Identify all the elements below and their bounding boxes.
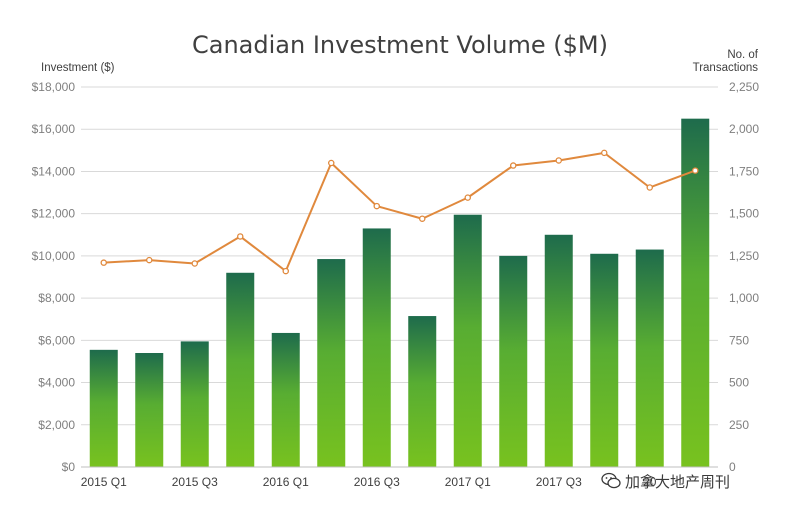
left-tick-label: $4,000 [38,376,75,390]
wechat-icon [601,472,621,489]
watermark-text: 加拿大地产周刊 [625,472,731,491]
bar [408,316,437,467]
line-series [100,149,699,275]
line-point [555,157,563,164]
line-point [100,259,108,266]
line-point [145,256,153,264]
line-point [646,184,654,191]
right-axis-title-line-1: No. of [727,49,758,61]
chart-title: Canadian Investment Volume ($M) [192,31,608,59]
line-point [692,167,699,174]
left-axis-ticks: $0 $2,000 $4,000 $6,000 $8,000 $10,000 $12,000… [32,80,76,474]
right-tick-label: 1,750 [729,164,759,178]
bar [180,341,209,467]
x-tick-label: 2017 Q3 [536,475,582,489]
line-point [191,260,198,267]
left-axis-title: Investment ($) [41,62,115,74]
x-tick-label: 2016 Q3 [354,475,400,489]
left-tick-label: $14,000 [32,164,76,178]
bar [89,349,118,467]
bar [590,253,619,467]
transactions-line [103,151,696,273]
left-tick-label: $0 [62,460,76,474]
x-tick-label: 2015 Q1 [81,475,127,489]
bar [453,214,482,467]
x-tick-label: 2016 Q1 [263,475,309,489]
line-point [418,215,426,222]
left-tick-label: $12,000 [32,207,76,221]
line-point [464,194,471,201]
line-point [601,149,608,157]
right-tick-label: 1,500 [729,207,759,221]
right-axis-ticks: 0 250 500 750 1,000 1,250 1,500 1,750 2,000 2,250 [729,80,759,474]
left-tick-label: $10,000 [32,249,76,263]
right-tick-label: 1,250 [729,249,759,263]
line-point [236,233,244,240]
x-tick-label: 20 [643,475,657,489]
right-tick-label: 500 [729,376,749,390]
line-point [509,162,517,169]
x-tick-label: 2015 Q3 [172,475,218,489]
bar [544,234,573,467]
right-tick-label: 2,000 [729,122,759,136]
right-tick-label: 0 [729,460,736,474]
watermark: 加拿大地产周刊 [601,469,730,493]
line-point [282,267,289,275]
line-point [373,202,380,210]
left-tick-label: $6,000 [38,333,75,347]
bar [362,228,391,467]
bar [271,332,300,467]
bar-series [89,118,710,468]
bar [135,353,164,467]
bar [635,249,664,467]
bar [226,272,255,467]
right-tick-label: 250 [729,418,749,432]
left-tick-label: $16,000 [32,122,76,136]
line-point [327,159,335,167]
x-axis-ticks: 2015 Q1 2015 Q3 2016 Q1 2016 Q3 2017 Q1 2017 … [81,475,657,489]
left-tick-label: $8,000 [38,291,75,305]
left-tick-label: $2,000 [38,418,75,432]
left-tick-label: $18,000 [32,80,76,94]
right-tick-label: 2,250 [729,80,759,94]
bar [499,255,528,467]
right-axis-title-line-2: Transactions [693,62,759,74]
right-tick-label: 1,000 [729,291,759,305]
x-tick-label: 2017 Q1 [445,475,491,489]
bar [681,118,710,468]
bar [317,259,346,467]
right-tick-label: 750 [729,333,749,347]
gridlines [81,86,718,426]
